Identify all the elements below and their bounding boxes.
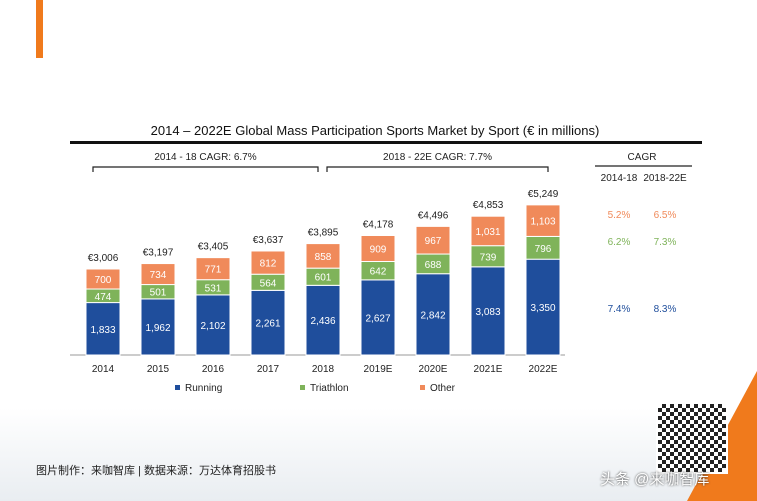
data-label: 474 (95, 292, 112, 303)
total-label: €3,006 (88, 253, 119, 264)
accent-bar (36, 0, 43, 58)
bar-segment-running (305, 284, 341, 356)
data-label: 700 (95, 275, 112, 286)
bar-segment-other (360, 235, 396, 263)
total-label: €3,405 (198, 242, 229, 253)
cagr-header: CAGR (628, 152, 657, 163)
cagr-bracket (326, 166, 549, 172)
data-label: 601 (315, 273, 332, 284)
data-label: 2,261 (255, 319, 280, 330)
data-label: 796 (535, 244, 552, 255)
title-rule (70, 141, 702, 144)
data-label: 531 (205, 283, 222, 294)
data-label: 1,962 (145, 323, 170, 334)
bar-segment-other (305, 243, 341, 269)
data-label: 688 (425, 260, 442, 271)
brand-watermark: 头条 @来咖智库 (600, 471, 710, 488)
total-label: €4,178 (363, 220, 394, 231)
cagr-bracket (92, 166, 319, 172)
cagr-value: 6.5% (654, 210, 677, 221)
x-tick-label: 2018 (312, 364, 335, 375)
x-tick-label: 2017 (257, 364, 280, 375)
total-label: €3,637 (253, 235, 284, 246)
legend-swatch (175, 385, 180, 390)
background-gradient (0, 408, 757, 501)
data-label: 739 (480, 252, 497, 263)
data-label: 967 (425, 236, 442, 247)
x-tick-label: 2021E (474, 364, 503, 375)
data-label: 3,350 (530, 303, 555, 314)
legend-label: Other (430, 383, 456, 394)
data-label: 734 (150, 270, 167, 281)
footer-source: 图片制作：来咖智库 | 数据来源：万达体育招股书 (36, 465, 276, 477)
bar-segment-running (415, 273, 451, 356)
cagr-value: 7.3% (654, 237, 677, 248)
bar-segment-other (250, 250, 286, 275)
bar-segment-other (195, 257, 231, 281)
bar-segment-running (250, 289, 286, 356)
total-label: €4,496 (418, 210, 449, 221)
x-tick-label: 2022E (529, 364, 558, 375)
bar-segment-running (525, 258, 561, 356)
data-label: 1,031 (475, 227, 500, 238)
cagr-value: 8.3% (654, 304, 677, 315)
total-label: €3,895 (308, 228, 339, 239)
cagr-column-header: 2014-18 (601, 173, 638, 184)
legend-label: Running (185, 383, 222, 394)
legend-swatch (420, 385, 425, 390)
cagr-value: 7.4% (608, 304, 631, 315)
qr-code (656, 402, 728, 474)
cagr-value: 5.2% (608, 210, 631, 221)
data-label: 3,083 (475, 307, 500, 318)
data-label: 642 (370, 267, 387, 278)
data-label: 2,436 (310, 316, 335, 327)
bar-segment-other (525, 204, 561, 237)
cagr-bracket-label: 2014 - 18 CAGR: 6.7% (154, 152, 256, 163)
cagr-column-header: 2018-22E (643, 173, 687, 184)
x-tick-label: 2016 (202, 364, 225, 375)
total-label: €3,197 (143, 248, 174, 259)
x-tick-label: 2015 (147, 364, 170, 375)
total-label: €4,853 (473, 200, 504, 211)
data-label: 2,627 (365, 313, 390, 324)
total-label: €5,249 (528, 189, 559, 200)
bar-segment-other (415, 225, 451, 255)
bar-segment-other (470, 215, 506, 247)
data-label: 771 (205, 265, 222, 276)
data-label: 2,842 (420, 310, 445, 321)
bar-segment-other (140, 263, 176, 286)
data-label: 501 (150, 288, 167, 299)
cagr-value: 6.2% (608, 237, 631, 248)
x-tick-label: 2019E (364, 364, 393, 375)
legend-label: Triathlon (310, 383, 349, 394)
data-label: 564 (260, 278, 277, 289)
legend-swatch (300, 385, 305, 390)
data-label: 812 (260, 259, 277, 270)
chart-title: 2014 – 2022E Global Mass Participation S… (151, 123, 600, 138)
x-tick-label: 2014 (92, 364, 115, 375)
data-label: 1,833 (90, 325, 115, 336)
data-label: 909 (370, 245, 387, 256)
data-label: 2,102 (200, 321, 225, 332)
data-label: 858 (315, 252, 332, 263)
x-tick-label: 2020E (419, 364, 448, 375)
data-label: 1,103 (530, 217, 555, 228)
cagr-bracket-label: 2018 - 22E CAGR: 7.7% (383, 152, 492, 163)
bar-segment-other (85, 268, 121, 290)
bar-segment-running (195, 294, 231, 356)
